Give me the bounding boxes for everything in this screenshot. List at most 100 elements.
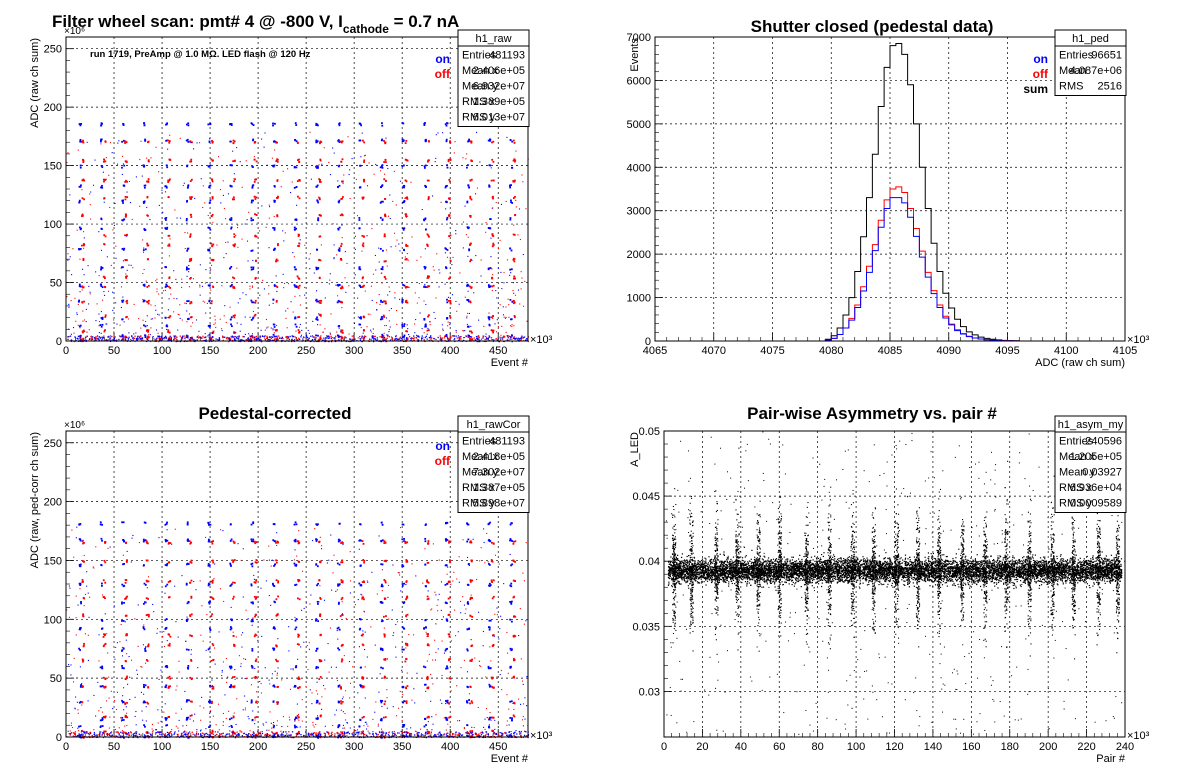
- x-axis-multiplier: ×10³: [530, 334, 553, 346]
- data-point-off: [103, 197, 106, 200]
- data-point-transition: [519, 238, 521, 241]
- data-point-on: [424, 140, 427, 143]
- data-point-off: [104, 677, 107, 680]
- data-point-off: [384, 659, 387, 661]
- data-point-off: [490, 179, 493, 182]
- data-point-transition: [466, 556, 469, 559]
- data-point-on: [445, 185, 447, 188]
- data-point-transition: [240, 323, 242, 325]
- data-point-on: [315, 165, 317, 168]
- data-point-transition: [206, 302, 208, 305]
- data-point-on: [317, 334, 319, 337]
- data-point-off: [297, 633, 300, 636]
- data-point-baseline: [77, 335, 80, 337]
- data-point-on: [228, 718, 231, 721]
- data-point-on: [101, 166, 104, 169]
- data-point-on: [338, 184, 341, 187]
- data-point-transition: [370, 331, 372, 333]
- data-point-baseline: [68, 335, 70, 338]
- data-point-off: [81, 301, 84, 303]
- data-point-transition: [346, 721, 348, 724]
- data-point-off: [211, 730, 214, 733]
- data-point-off: [513, 676, 515, 679]
- data-point-off: [298, 158, 300, 161]
- data-point-on: [510, 184, 512, 187]
- data-point-on: [250, 620, 253, 623]
- data-point-off: [298, 330, 301, 333]
- data-point-off: [319, 302, 322, 304]
- data-point-transition: [204, 202, 206, 204]
- data-point-off: [491, 716, 493, 719]
- data-point-transition: [470, 594, 472, 596]
- data-point-on: [187, 140, 190, 143]
- data-point-on: [80, 684, 82, 686]
- data-point-transition: [394, 732, 396, 734]
- data-point-on: [423, 165, 426, 168]
- data-point-transition: [218, 729, 220, 731]
- data-point-on: [207, 584, 210, 587]
- x-tick-label: 100: [153, 345, 171, 357]
- data-point-off: [189, 561, 192, 563]
- data-point-transition: [308, 332, 310, 334]
- data-point-on: [468, 249, 471, 252]
- data-point-transition: [437, 340, 439, 343]
- data-point-transition: [188, 286, 190, 288]
- data-point-baseline: [413, 337, 416, 339]
- data-point-baseline: [165, 336, 168, 339]
- data-point-baseline: [107, 339, 109, 342]
- data-point-baseline: [394, 338, 396, 340]
- data-point-transition: [307, 329, 309, 332]
- data-point-transition: [435, 157, 437, 159]
- data-point-off: [406, 595, 409, 598]
- data-point-transition: [264, 667, 266, 669]
- data-point-off: [124, 142, 126, 144]
- data-point-off: [341, 658, 343, 661]
- data-point-transition: [496, 297, 498, 299]
- data-point-transition: [329, 332, 331, 334]
- data-point-off: [404, 258, 407, 261]
- data-point-on: [144, 138, 147, 141]
- data-point-transition: [447, 723, 449, 725]
- data-point-on: [186, 249, 189, 252]
- data-point-off: [104, 633, 106, 636]
- data-point-on: [337, 583, 339, 586]
- data-point-transition: [349, 169, 351, 171]
- data-point-on: [337, 726, 340, 729]
- data-point-transition: [115, 302, 117, 304]
- data-point-transition: [372, 332, 374, 334]
- data-point-on: [273, 164, 276, 167]
- data-point-on: [509, 618, 512, 621]
- data-point-baseline: [275, 340, 277, 343]
- data-point-off: [426, 730, 429, 733]
- data-point-baseline: [310, 335, 312, 337]
- data-point-transition: [311, 692, 313, 694]
- data-point-on: [293, 226, 296, 229]
- data-point-transition: [150, 304, 152, 306]
- data-point-on: [273, 540, 276, 542]
- data-point-off: [318, 314, 321, 316]
- data-point-transition: [349, 697, 351, 699]
- data-point-off: [146, 242, 149, 245]
- data-point-baseline: [201, 337, 203, 339]
- data-point-baseline: [474, 339, 476, 341]
- data-point-baseline: [246, 339, 248, 341]
- data-point-on: [403, 323, 406, 325]
- data-point-off: [384, 581, 387, 584]
- data-point-transition: [293, 559, 295, 561]
- data-point-off: [383, 260, 386, 263]
- data-point-baseline: [361, 336, 363, 338]
- data-point-transition: [67, 259, 69, 261]
- data-point-on: [380, 268, 383, 270]
- data-point-on: [143, 200, 146, 203]
- data-point-transition: [68, 328, 70, 330]
- data-point-transition: [168, 255, 170, 257]
- data-point-baseline: [520, 337, 522, 339]
- data-point-off: [168, 158, 171, 161]
- data-point-transition: [319, 141, 321, 143]
- data-point-transition: [155, 729, 157, 731]
- data-point-on: [294, 218, 297, 221]
- data-point-off: [188, 260, 191, 263]
- data-point-off: [189, 235, 191, 238]
- data-point-on: [379, 699, 382, 702]
- data-point-transition: [249, 316, 251, 318]
